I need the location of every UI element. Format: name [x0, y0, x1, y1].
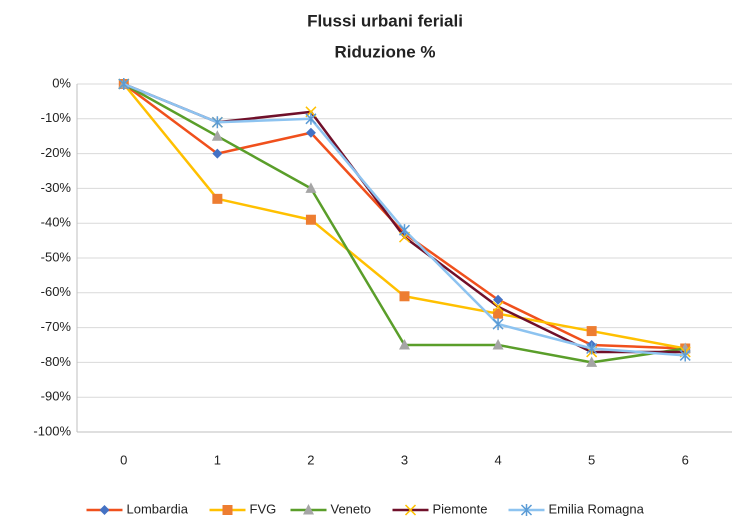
marker [99, 505, 110, 515]
marker [679, 342, 691, 353]
marker [305, 214, 316, 225]
x-tick-label: 1 [214, 452, 221, 467]
x-tick-label: 0 [120, 452, 127, 467]
marker [492, 318, 504, 331]
y-tick-label: -40% [41, 215, 72, 230]
y-tick-label: -100% [33, 423, 71, 438]
x-tick-label: 5 [588, 452, 595, 467]
x-tick-label: 2 [307, 452, 314, 467]
marker [399, 291, 410, 302]
chart-title: Flussi urbani feriali [307, 11, 463, 30]
y-tick-label: -50% [41, 249, 72, 264]
x-tick-label: 4 [494, 452, 501, 467]
x-tick-label: 6 [682, 452, 689, 467]
marker [118, 78, 130, 90]
series-line [122, 83, 686, 350]
marker [520, 504, 533, 516]
marker [586, 356, 598, 367]
marker [303, 504, 314, 515]
x-tick-label: 3 [401, 452, 408, 467]
marker [212, 193, 223, 204]
marker [493, 294, 504, 305]
marker [586, 342, 598, 355]
series-line [123, 82, 686, 357]
legend-label: FVG [250, 501, 277, 516]
marker [305, 112, 317, 125]
y-tick-label: 0% [52, 75, 71, 90]
marker [211, 130, 223, 141]
marker [399, 339, 410, 350]
marker [492, 339, 504, 350]
y-tick-label: -70% [41, 319, 72, 334]
legend-label: Lombardia [127, 501, 189, 516]
chart-subtitle: Riduzione % [334, 42, 435, 61]
marker [398, 224, 411, 237]
legend-label: Veneto [331, 501, 372, 516]
marker [222, 505, 233, 515]
marker [493, 308, 504, 319]
series-line [123, 82, 686, 354]
marker [305, 127, 316, 138]
marker [586, 326, 597, 337]
legend-label: Piemonte [433, 501, 488, 516]
y-tick-label: -30% [41, 180, 72, 195]
y-tick-label: -10% [41, 110, 72, 125]
legend-label: Emilia Romagna [549, 501, 645, 516]
y-tick-label: -20% [41, 145, 72, 160]
marker [679, 349, 691, 362]
marker [211, 116, 223, 129]
marker [305, 182, 317, 193]
marker [492, 301, 504, 313]
series-line [123, 82, 686, 350]
marker [212, 148, 223, 159]
marker [404, 504, 417, 516]
y-tick-label: -60% [41, 284, 72, 299]
y-tick-label: -80% [41, 354, 72, 369]
y-tick-label: -90% [41, 389, 72, 404]
